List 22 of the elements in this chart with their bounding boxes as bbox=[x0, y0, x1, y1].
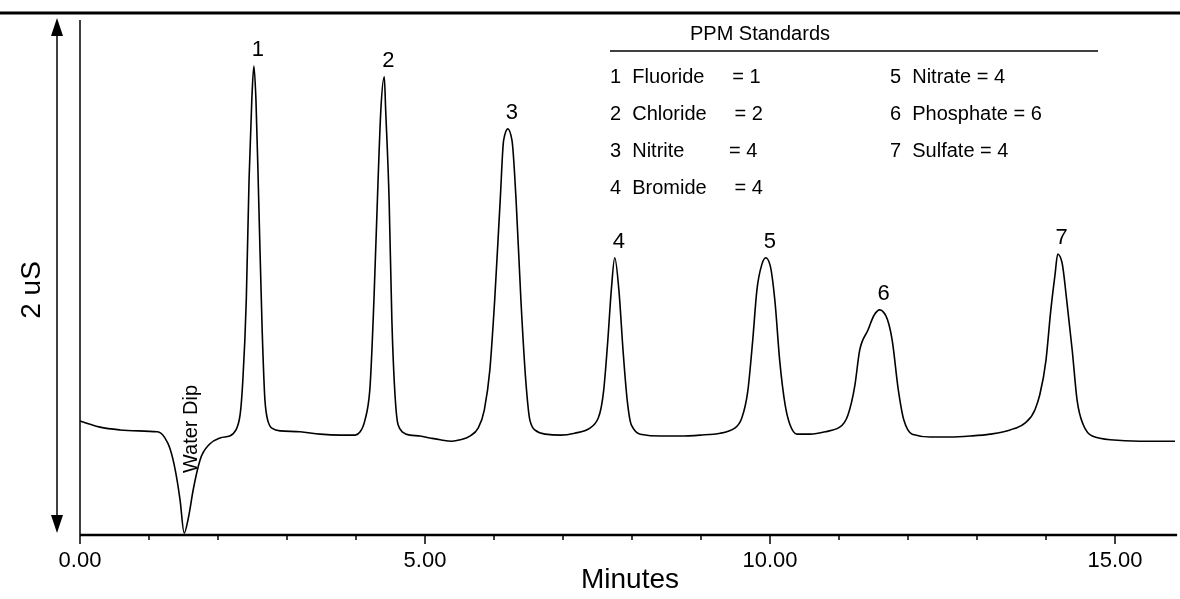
annotation: 2 bbox=[382, 46, 395, 72]
annotation: 3 Nitrite = 4 bbox=[610, 139, 758, 161]
x-tick-label: 5.00 bbox=[403, 547, 447, 572]
x-tick-label: 0.00 bbox=[58, 547, 102, 572]
annotation: 4 bbox=[612, 227, 625, 253]
x-tick-label: 15.00 bbox=[1087, 547, 1143, 572]
annotation: 1 bbox=[251, 36, 265, 61]
annotation: Water Dip bbox=[179, 384, 202, 474]
annotation: 7 bbox=[1055, 224, 1068, 250]
annotation: 3 bbox=[505, 98, 518, 124]
annotation: 5 Nitrate = 4 bbox=[890, 65, 1006, 87]
annotation: 5 bbox=[763, 227, 776, 253]
annotation: 7 Sulfate = 4 bbox=[890, 139, 1009, 161]
x-tick-label: 10.00 bbox=[742, 547, 798, 572]
text: PPM Standards bbox=[689, 22, 831, 44]
annotation: 1 Fluoride = 1 bbox=[610, 65, 761, 87]
annotation: 4 Bromide = 4 bbox=[610, 176, 763, 198]
annotation: 6 Phosphate = 6 bbox=[890, 102, 1042, 124]
x-axis-title: Minutes bbox=[580, 563, 680, 594]
y-axis-title: 2 uS bbox=[15, 261, 46, 319]
annotation: 6 bbox=[877, 279, 890, 305]
annotation: 2 Chloride = 2 bbox=[610, 102, 763, 124]
